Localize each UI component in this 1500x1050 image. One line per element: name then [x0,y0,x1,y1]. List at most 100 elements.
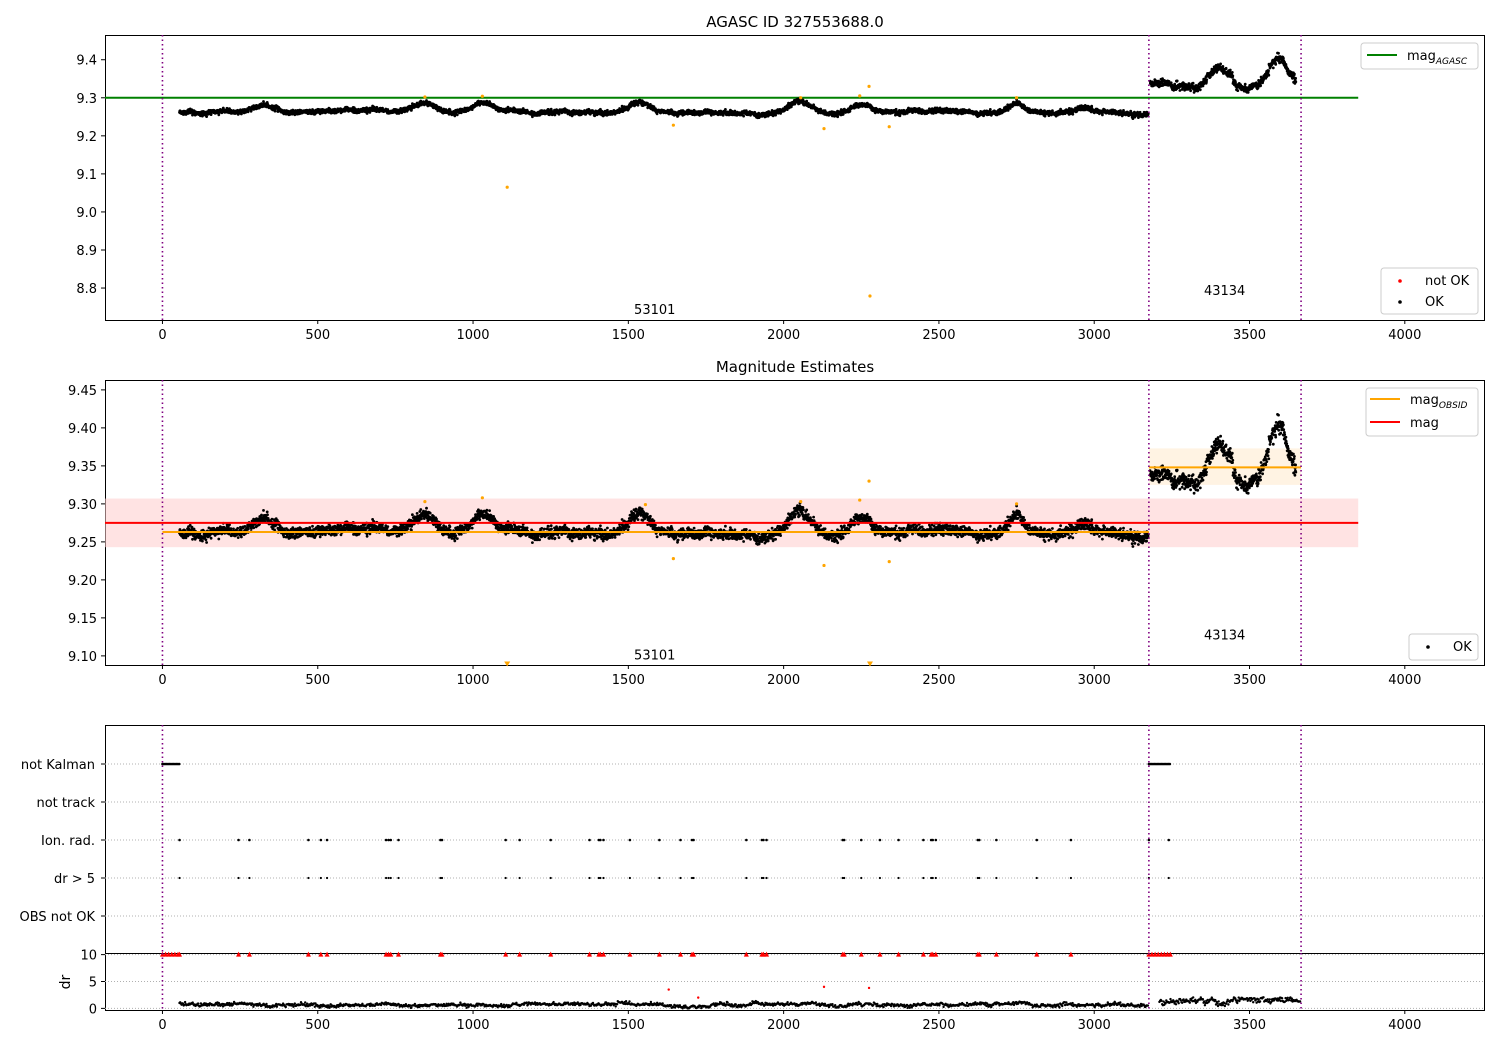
middle-ok-point [217,537,221,541]
plot-area-top: 0 500 1000 1500 2000 2500 3000 3500 40008.88.99.… [76,35,1421,343]
top-xtick-label: 3500 [1233,328,1266,343]
middle-ytick-label: 9.25 [68,536,97,551]
middle-xtick-label: 2000 [767,673,800,688]
middle-ytick-label: 9.15 [68,612,97,627]
top-ok-point [1187,82,1191,85]
middle-ok-point [240,535,243,539]
top-excluded-point [505,185,509,189]
top-ok-point [1230,71,1234,74]
middle-ok-point [201,539,204,543]
middle-xtick-label: 3000 [1078,673,1111,688]
middle-xtick-label: 4000 [1388,673,1421,688]
top-ok-point [805,99,809,103]
top-ok-point [1243,82,1247,86]
top-ok-point [742,114,745,118]
top-xtick-label: 2000 [767,328,800,343]
middle-ok-point [209,536,213,540]
top-ok-point [848,110,852,113]
top-ok-point [636,103,640,107]
top-excluded-point [887,125,891,129]
middle-xtick-label: 500 [305,673,330,688]
top-xtick-label: 500 [305,328,330,343]
middle-xtick-label: 1500 [612,673,645,688]
top-ok-point [988,108,992,111]
top-ok-point [470,108,474,111]
top-obsid-label: 43134 [1204,284,1245,299]
middle-xtick-label: 0 [158,673,166,688]
chart-title-top: AGASC ID 327553688.0 [706,13,884,31]
top-ok-point [550,109,553,113]
top-ok-point [1277,51,1280,55]
top-ok-point [1224,66,1228,70]
top-ok-point [1198,88,1202,92]
middle-xtick-label: 1000 [456,673,489,688]
top-ok-point [1271,66,1275,70]
top-ok-point [455,113,459,117]
top-excluded-point [671,123,675,127]
chart-title-middle: Magnitude Estimates [716,358,874,376]
top-ok-point [273,109,277,113]
top-excluded-point [858,94,862,98]
top-ok-point [1228,68,1232,72]
middle-ytick-label: 9.40 [68,422,97,437]
top-ok-point [1196,89,1200,93]
top-ytick-label: 8.8 [76,282,97,297]
top-excluded-point [799,96,803,100]
top-ok-point [1175,79,1179,83]
top-xtick-label: 1000 [456,328,489,343]
top-ok-point [1101,113,1104,117]
top-ok-point [262,100,265,103]
top-ok-point [1267,69,1270,72]
top-ok-point [1043,114,1047,118]
middle-ok-point [260,513,263,517]
middle-xtick-label: 3500 [1233,673,1266,688]
top-obsid-label: 53101 [634,303,675,318]
middle-ok-point [266,513,269,517]
top-excluded-point [423,95,427,99]
top-ok-point [1219,62,1222,66]
top-ytick-label: 9.3 [76,92,97,107]
top-ok-point [1191,81,1195,85]
middle-ytick-label: 9.10 [68,650,97,665]
middle-ok-point [229,527,233,530]
top-ok-point [724,108,727,111]
top-ok-point [1246,91,1250,94]
middle-ok-point [205,541,209,544]
top-ok-point [205,115,209,118]
top-ok-point [1282,56,1285,60]
top-excluded-point [1014,96,1019,100]
middle-ok-point [236,526,240,530]
top-ytick-label: 9.4 [76,54,97,69]
middle-ok-point [204,538,208,542]
top-excluded-point [868,294,872,298]
top-excluded-point [867,84,871,88]
top-ok-point [1221,65,1225,68]
top-ok-point [1294,80,1298,84]
middle-ytick-label: 9.35 [68,460,97,475]
middle-ok-point [265,510,269,514]
middle-xtick-label: 2500 [922,673,955,688]
middle-ok-point [262,509,265,512]
top-ok-point [1293,72,1296,76]
top-ok-point [1205,78,1209,82]
top-xtick-label: 1500 [612,328,645,343]
top-xtick-label: 3000 [1078,328,1111,343]
top-ok-point [375,105,379,109]
top-ytick-label: 9.0 [76,206,97,221]
top-xtick-label: 2500 [922,328,955,343]
top-ok-point [1294,76,1297,80]
middle-ok-point [247,527,250,531]
top-ok-point [1071,112,1075,116]
top-ytick-label: 9.1 [76,168,97,183]
top-ok-point [836,115,840,119]
top-ok-point [557,112,561,116]
top-xtick-label: 0 [158,328,166,343]
dr-axis-label: dr [58,974,74,989]
middle-ytick-label: 9.30 [68,498,97,513]
top-ok-point [428,101,432,104]
top-ok-point [1259,84,1262,88]
top-excluded-point [822,127,826,131]
axes-top-frame [105,35,1485,321]
middle-ytick-label: 9.45 [68,384,97,399]
